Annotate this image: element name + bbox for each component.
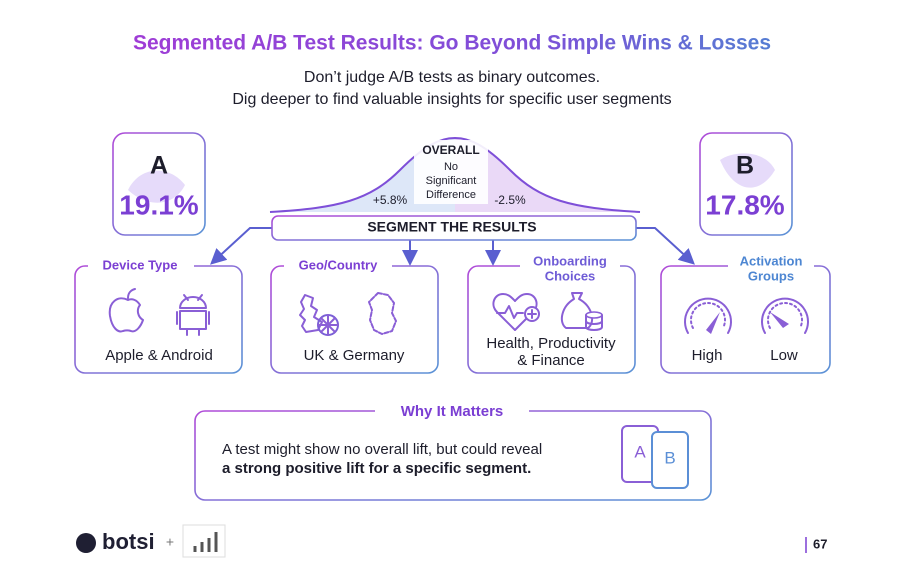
variant-label: A (150, 152, 168, 180)
variant-value: 19.1% (119, 189, 198, 220)
why-title: Why It Matters (401, 403, 504, 420)
segment-label: Apple & Android (105, 347, 213, 364)
why-emphasis: a strong positive lift for a specific se… (222, 460, 531, 477)
variant-b: B 17.8% (699, 132, 793, 236)
segment-card: Activation Groups High Low (660, 252, 831, 374)
partner-logo (182, 524, 226, 558)
why-card: Why It Matters A test might show no over… (194, 402, 712, 501)
segment-banner: SEGMENT THE RESULTS (367, 219, 536, 235)
why-text: A test might show no overall lift, but c… (222, 441, 542, 458)
segment-label: & Finance (517, 352, 585, 369)
segment-label: Low (770, 347, 798, 364)
segment-title: Device Type (103, 257, 178, 272)
segment-title: Onboarding (533, 253, 607, 268)
subtitle: Dig deeper to find valuable insights for… (232, 91, 671, 108)
overall-left: +5.8% (373, 193, 408, 207)
overall-note: No (444, 161, 458, 173)
page-number: 67 (813, 536, 827, 551)
subtitle: Don’t judge A/B tests as binary outcomes… (304, 69, 600, 86)
arrow (210, 227, 272, 265)
segment-banner-box (271, 215, 637, 241)
bell-curve: OVERALL No Significant Difference +5.8% … (269, 136, 641, 213)
variant-a: A 19.1% (112, 132, 206, 236)
segment-title: Geo/Country (299, 257, 378, 272)
plus: + (166, 534, 174, 550)
segment-title: Choices (545, 268, 596, 283)
overall-title: OVERALL (422, 143, 479, 157)
segment-card: Geo/Country UK & Germany (270, 257, 439, 374)
segment-label: Health, Productivity (486, 335, 616, 352)
arrow (636, 227, 695, 265)
segment-card: Device Type Apple & Android (74, 257, 243, 374)
brand-logo (76, 533, 96, 553)
overall-right: -2.5% (494, 193, 526, 207)
segment-label: High (692, 347, 723, 364)
icon-label: A (634, 442, 646, 461)
icon-label: B (664, 448, 675, 467)
overall-note: Significant (426, 175, 477, 187)
segment-card: Onboarding Choices Health, Productivity … (467, 252, 636, 374)
variant-label: B (736, 152, 754, 180)
segment-title: Groups (748, 268, 794, 283)
overall-note: Difference (426, 189, 476, 201)
variant-value: 17.8% (705, 189, 784, 220)
title: Segmented A/B Test Results: Go Beyond Si… (133, 32, 771, 55)
segment-label: UK & Germany (304, 347, 405, 364)
segment-title: Activation (740, 253, 803, 268)
brand: botsi (102, 529, 155, 554)
